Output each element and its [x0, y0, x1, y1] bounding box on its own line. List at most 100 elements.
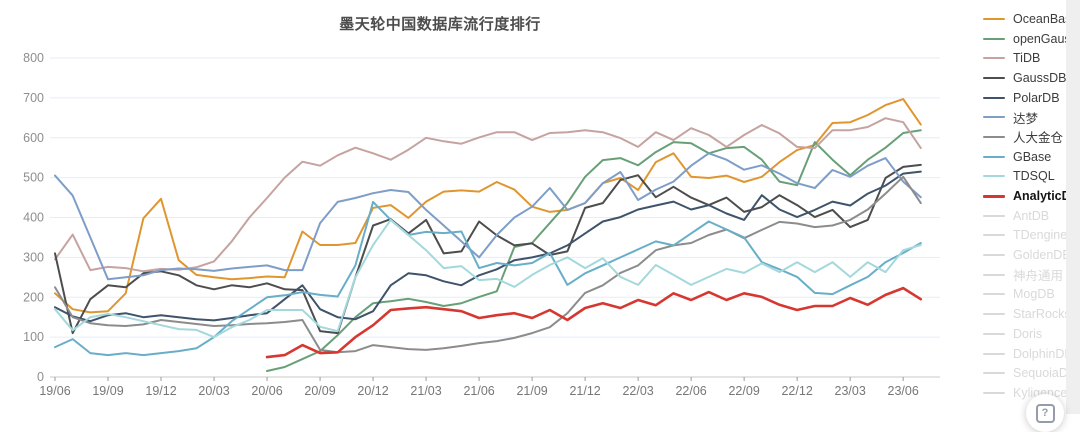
series-line-PolarDB: [54, 170, 922, 323]
legend-line-swatch-icon: [983, 273, 1005, 276]
y-axis-label: 400: [23, 211, 44, 225]
legend-line-swatch-icon: [983, 17, 1005, 20]
legend-item-达梦[interactable]: 达梦: [983, 107, 1075, 127]
legend-line-swatch-icon: [983, 352, 1005, 355]
legend-line-swatch-icon: [983, 155, 1005, 158]
y-axis-label: 100: [23, 330, 44, 344]
legend-line-swatch-icon: [983, 332, 1005, 335]
legend-label: TiDB: [1013, 51, 1041, 66]
legend-label: OceanBase: [1013, 11, 1079, 26]
legend-label: TDSQL: [1013, 169, 1055, 184]
series-line-TDSQL: [54, 218, 922, 339]
x-axis-label: 19/12: [145, 384, 176, 398]
legend-label: Doris: [1013, 326, 1043, 341]
legend-line-swatch-icon: [983, 214, 1005, 217]
legend-label: GoldenDB: [1013, 248, 1071, 263]
legend-line-swatch-icon: [983, 391, 1005, 394]
legend-label: MogDB: [1013, 287, 1055, 302]
legend-item-GaussDB[interactable]: GaussDB: [983, 68, 1075, 88]
y-axis-label: 200: [23, 290, 44, 304]
legend-item-GoldenDB[interactable]: GoldenDB: [983, 245, 1075, 265]
x-axis-label: 20/12: [357, 384, 388, 398]
legend-label: 神舟通用: [1013, 269, 1064, 284]
x-axis-label: 20/06: [251, 384, 282, 398]
legend-label: AntDB: [1013, 208, 1050, 223]
y-axis-label: 600: [23, 131, 44, 145]
legend-item-Kyligence[interactable]: Kyligence: [983, 383, 1075, 403]
x-axis-label: 19/09: [92, 384, 123, 398]
legend-item-Doris[interactable]: Doris: [983, 324, 1075, 344]
series-line-GBase: [54, 200, 922, 357]
x-axis-label: 21/06: [463, 384, 494, 398]
legend-line-swatch-icon: [983, 372, 1005, 375]
x-axis-label: 23/03: [835, 384, 866, 398]
legend-line-swatch-icon: [983, 194, 1005, 198]
y-axis-label: 0: [37, 370, 44, 384]
series-line-人大金仓: [54, 175, 922, 354]
legend-line-swatch-icon: [983, 116, 1005, 119]
series-line-达梦: [54, 152, 922, 281]
x-axis-label: 22/12: [781, 384, 812, 398]
series-line-OceanBase: [54, 98, 922, 314]
legend-label: DolphinDB: [1013, 346, 1073, 361]
legend-label: StarRocks: [1013, 307, 1071, 322]
legend-label: SequoiaDB: [1013, 366, 1077, 381]
legend-label: TDengine: [1013, 228, 1068, 243]
x-axis-label: 20/03: [198, 384, 229, 398]
line-chart-plot: 0 100 200 300 400 500 600 700 800 19/06 19/09 19/12…: [23, 51, 940, 398]
legend-line-swatch-icon: [983, 293, 1005, 296]
y-axis-label: 300: [23, 250, 44, 264]
page-background-strip: [1066, 0, 1080, 414]
legend-line-swatch-icon: [983, 76, 1005, 79]
legend-line-swatch-icon: [983, 57, 1005, 60]
legend-label: 人大金仓: [1013, 131, 1064, 146]
legend-item-人大金仓[interactable]: 人大金仓: [983, 127, 1075, 147]
x-axis-label: 21/12: [569, 384, 600, 398]
legend-line-swatch-icon: [983, 175, 1005, 178]
x-axis-label: 19/06: [39, 384, 70, 398]
legend-label: GBase: [1013, 149, 1052, 164]
legend-item-GBase[interactable]: GBase: [983, 147, 1075, 167]
legend-item-TiDB[interactable]: TiDB: [983, 48, 1075, 68]
y-axis-label: 700: [23, 91, 44, 105]
legend-label: GaussDB: [1013, 70, 1067, 85]
y-axis-label: 500: [23, 171, 44, 185]
x-axis-label: 23/06: [888, 384, 919, 398]
legend-line-swatch-icon: [983, 96, 1005, 99]
legend-label: PolarDB: [1013, 90, 1060, 105]
legend-line-swatch-icon: [983, 234, 1005, 237]
legend-item-SequoiaDB[interactable]: SequoiaDB: [983, 363, 1077, 383]
legend-label: 达梦: [1013, 111, 1039, 126]
legend-line-swatch-icon: [983, 37, 1005, 40]
series-line-openGauss: [266, 129, 922, 372]
legend-item-AntDB[interactable]: AntDB: [983, 206, 1075, 226]
legend-item-PolarDB[interactable]: PolarDB: [983, 88, 1075, 108]
series-line-AnalyticDB: [265, 286, 923, 359]
question-mark-icon: ?: [1035, 403, 1055, 423]
help-button[interactable]: ?: [1026, 394, 1064, 432]
legend-line-swatch-icon: [983, 254, 1005, 257]
legend-item-MogDB[interactable]: MogDB: [983, 285, 1075, 305]
x-axis-label: 22/06: [675, 384, 706, 398]
legend-item-OceanBase[interactable]: OceanBase: [983, 9, 1079, 29]
y-axis-label: 800: [23, 51, 44, 65]
legend-item-AnalyticDB[interactable]: AnalyticDB: [983, 186, 1080, 206]
x-axis-label: 21/09: [516, 384, 547, 398]
chart-legend: OceanBase openGauss TiDB GaussDB PolarDB 达梦人大…: [983, 9, 1080, 403]
legend-line-swatch-icon: [983, 313, 1005, 316]
legend-label: AnalyticDB: [1013, 189, 1080, 204]
legend-item-StarRocks[interactable]: StarRocks: [983, 304, 1075, 324]
page-title: 墨天轮中国数据库流行度排行: [339, 16, 541, 33]
legend-label: openGauss: [1013, 31, 1077, 46]
x-axis-label: 22/09: [728, 384, 759, 398]
dashboard-page: { "title": "墨天轮中国数据库流行度排行", "help_button…: [23, 0, 1080, 423]
legend-item-TDengine[interactable]: TDengine: [983, 226, 1075, 246]
legend-line-swatch-icon: [983, 135, 1005, 138]
series-line-GaussDB: [54, 163, 922, 335]
x-axis-label: 22/03: [622, 384, 653, 398]
legend-item-DolphinDB[interactable]: DolphinDB: [983, 344, 1075, 364]
x-axis-label: 20/09: [304, 384, 335, 398]
legend-item-openGauss[interactable]: openGauss: [983, 29, 1077, 49]
legend-item-神舟通用[interactable]: 神舟通用: [983, 265, 1075, 285]
legend-item-TDSQL[interactable]: TDSQL: [983, 167, 1075, 187]
